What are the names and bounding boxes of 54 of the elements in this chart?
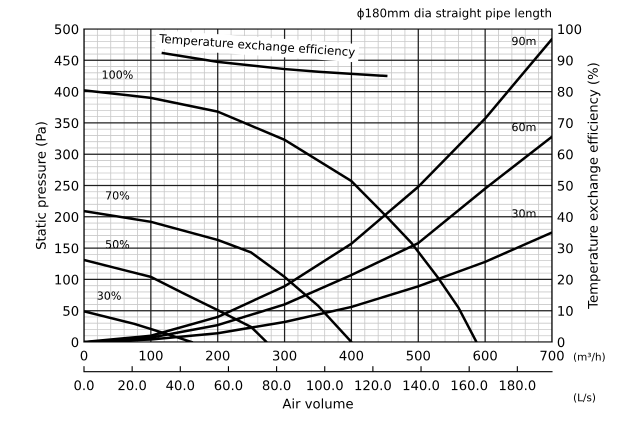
y-tick-label: 50 xyxy=(63,306,78,316)
y-tick-label: 250 xyxy=(54,180,78,191)
x2-tick-label: 120.0 xyxy=(355,380,391,390)
x-tick-label: 300 xyxy=(272,350,296,361)
x-tick-label: 500 xyxy=(406,350,430,361)
x2-tick-label: 80.0 xyxy=(262,380,290,390)
x-tick-label: 700 xyxy=(540,350,564,361)
x2-tick-label: 140.0 xyxy=(404,380,440,390)
series-label: 60m xyxy=(512,122,536,132)
y-tick-label: 450 xyxy=(54,56,78,66)
x2-tick-label: 180.0 xyxy=(500,380,536,390)
x-tick-label: 100 xyxy=(140,350,163,361)
annotation: Temperature exchange efficiency xyxy=(158,34,356,59)
text: (L/s) xyxy=(574,393,596,403)
x-tick-label: 0 xyxy=(80,350,88,361)
x-axis-title: Air volume xyxy=(282,398,353,409)
y2-tick-label: 0 xyxy=(558,337,564,348)
y2-tick-label: 50 xyxy=(558,180,573,191)
y2-tick-label: 100 xyxy=(558,24,582,34)
y2-tick-label: 10 xyxy=(558,306,573,316)
y2-tick-label: 30 xyxy=(558,243,573,254)
y-tick-label: 500 xyxy=(54,24,78,34)
y-axis-title: Static pressure (Pa) xyxy=(36,122,48,250)
y2-tick-label: 40 xyxy=(558,212,573,222)
y-tick-label: 150 xyxy=(55,243,78,254)
x2-tick-label: 40.0 xyxy=(166,380,194,390)
series-label: 30m xyxy=(512,209,536,218)
x2-tick-label: 20.0 xyxy=(118,380,146,390)
x2-tick-label: 0.0 xyxy=(74,380,94,390)
chart-title: ϕ180mm dia straight pipe length xyxy=(357,8,551,20)
y2-axis-title: Temperature exchange efficiency (%) xyxy=(588,63,600,309)
text: (m³/h) xyxy=(574,352,605,362)
y-tick-label: 400 xyxy=(54,86,78,97)
y2-tick-label: 80 xyxy=(558,86,573,97)
series-label: 30% xyxy=(98,291,121,300)
series-label: 70% xyxy=(106,191,130,200)
x-tick-label: 400 xyxy=(339,350,364,361)
y-tick-label: 300 xyxy=(54,149,78,160)
y-tick-label: 0 xyxy=(72,337,78,348)
y2-tick-label: 20 xyxy=(558,274,573,285)
x-tick-label: 600 xyxy=(473,350,497,361)
series-label: 100% xyxy=(102,70,133,79)
x2-tick-label: 160.0 xyxy=(452,380,488,390)
y2-tick-label: 60 xyxy=(558,149,573,160)
series-label: 90m xyxy=(512,36,536,46)
x2-tick-label: 100.0 xyxy=(307,380,343,390)
y-tick-label: 100 xyxy=(55,274,78,285)
y-tick-label: 350 xyxy=(54,118,78,128)
y2-tick-label: 70 xyxy=(558,118,573,128)
x2-tick-label: 60.0 xyxy=(214,380,242,390)
series-label: 50% xyxy=(106,240,130,248)
x-tick-label: 200 xyxy=(206,350,230,361)
y-tick-label: 200 xyxy=(54,212,78,222)
y2-tick-label: 90 xyxy=(558,56,573,66)
